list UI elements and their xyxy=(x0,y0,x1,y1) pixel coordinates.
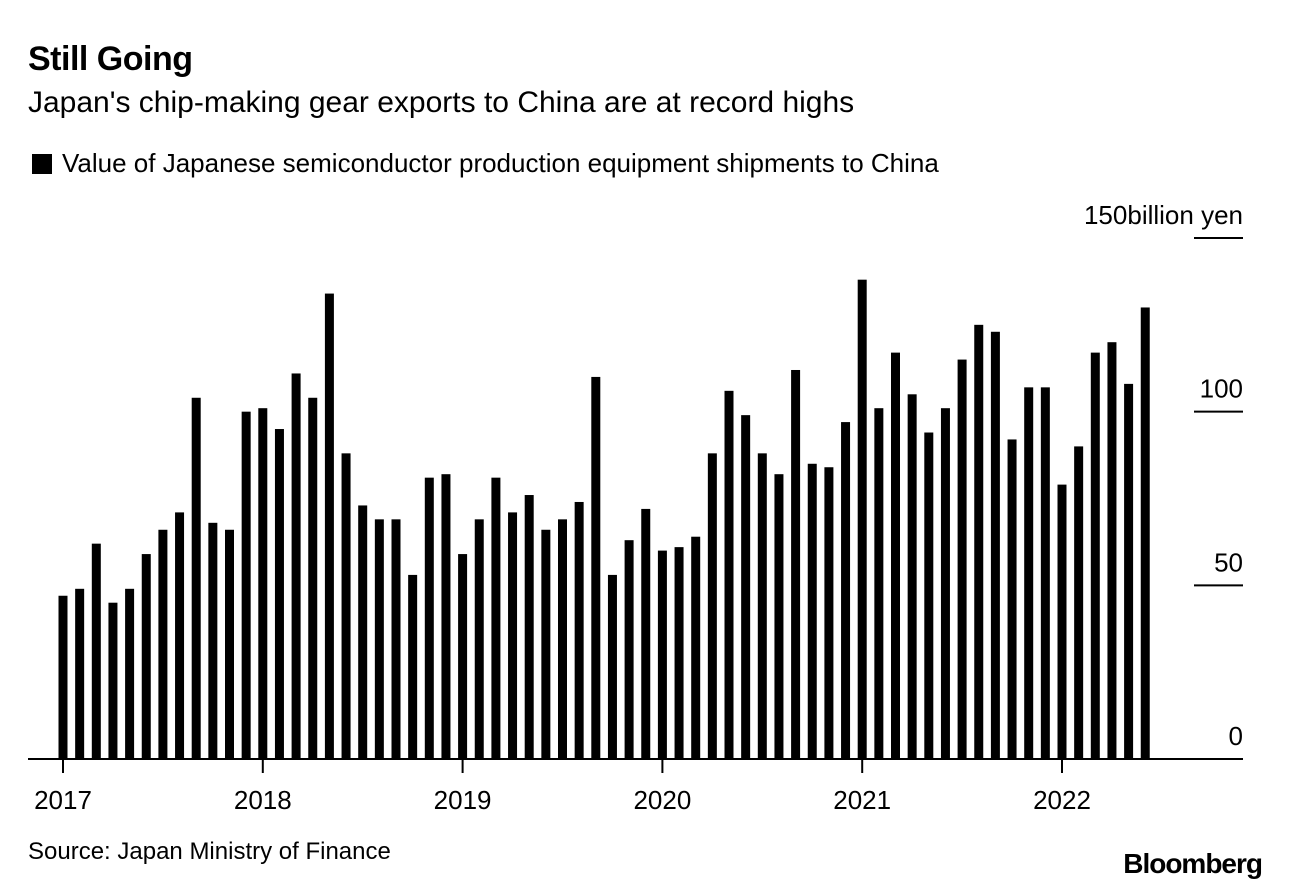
bar-51 xyxy=(907,394,917,759)
bar-59 xyxy=(1040,387,1050,759)
bar-2 xyxy=(91,543,101,759)
y-tick-value: 150 xyxy=(1084,200,1127,230)
bar-65 xyxy=(1140,307,1150,759)
source-note: Source: Japan Ministry of Finance xyxy=(28,838,391,865)
x-tick-label-2018: 2018 xyxy=(234,785,292,815)
bar-32 xyxy=(591,376,601,759)
bar-44 xyxy=(791,369,801,759)
bar-17 xyxy=(341,453,351,759)
y-unit-label: billion yen xyxy=(1127,200,1243,230)
legend: Value of Japanese semiconductor producti… xyxy=(32,148,939,179)
bar-61 xyxy=(1074,446,1084,759)
bar-19 xyxy=(374,519,384,759)
bar-64 xyxy=(1124,383,1134,759)
x-tick-label-2021: 2021 xyxy=(833,785,891,815)
bar-40 xyxy=(724,390,734,759)
x-tick-label-2020: 2020 xyxy=(633,785,691,815)
bar-25 xyxy=(474,519,484,759)
bar-38 xyxy=(691,536,701,759)
bar-6 xyxy=(158,529,168,759)
bar-29 xyxy=(541,529,551,759)
bar-47 xyxy=(841,422,851,759)
x-tick-label-2022: 2022 xyxy=(1033,785,1091,815)
bar-53 xyxy=(940,408,950,759)
bar-24 xyxy=(458,554,468,759)
bar-48 xyxy=(857,279,867,759)
legend-label: Value of Japanese semiconductor producti… xyxy=(62,148,939,178)
bar-56 xyxy=(990,331,1000,759)
bar-7 xyxy=(175,512,185,759)
y-axis: 0 50 100 150billion yen xyxy=(1084,200,1243,751)
bar-30 xyxy=(558,519,567,759)
bar-57 xyxy=(1007,439,1017,759)
bar-18 xyxy=(358,505,368,759)
bar-10 xyxy=(225,529,234,759)
bar-42 xyxy=(757,453,767,759)
bar-55 xyxy=(974,324,984,759)
y-tick-label-50: 50 xyxy=(1214,547,1243,577)
bar-50 xyxy=(891,352,900,759)
chart-title: Still Going xyxy=(28,40,193,78)
bar-62 xyxy=(1090,352,1100,759)
x-axis: 2017 2018 2019 2020 2021 2022 xyxy=(28,758,1243,815)
bars-group xyxy=(58,279,1150,759)
bar-37 xyxy=(674,547,684,759)
bar-9 xyxy=(208,522,218,759)
bar-49 xyxy=(874,408,884,759)
bar-4 xyxy=(125,588,135,759)
bar-45 xyxy=(807,463,817,759)
chart-subtitle: Japan's chip-making gear exports to Chin… xyxy=(28,86,855,119)
bar-35 xyxy=(641,508,651,759)
bar-20 xyxy=(391,519,401,759)
bar-15 xyxy=(308,397,318,759)
bar-33 xyxy=(607,574,617,759)
bloomberg-logo: Bloomberg xyxy=(1123,848,1263,879)
bar-27 xyxy=(508,512,518,759)
y-tick-label-0: 0 xyxy=(1229,721,1243,751)
bar-14 xyxy=(291,373,301,759)
bar-22 xyxy=(424,477,434,759)
bar-52 xyxy=(924,432,934,759)
bar-5 xyxy=(141,554,151,759)
bar-63 xyxy=(1107,342,1117,759)
bar-41 xyxy=(741,415,751,759)
bar-1 xyxy=(75,588,85,759)
bar-21 xyxy=(408,574,418,759)
bar-46 xyxy=(824,467,834,759)
bar-12 xyxy=(258,408,268,759)
bar-31 xyxy=(574,501,584,759)
bar-54 xyxy=(957,359,967,759)
bar-39 xyxy=(707,453,717,759)
bar-23 xyxy=(441,474,451,759)
bar-28 xyxy=(524,495,534,759)
bar-16 xyxy=(324,293,334,759)
bar-26 xyxy=(491,477,501,759)
y-tick-label-100: 100 xyxy=(1200,374,1243,404)
bar-60 xyxy=(1057,484,1067,759)
bar-36 xyxy=(657,550,667,759)
bar-58 xyxy=(1024,387,1034,759)
y-tick-label-150: 150billion yen xyxy=(1084,200,1243,230)
bar-34 xyxy=(624,540,634,759)
bar-13 xyxy=(274,429,284,759)
x-tick-label-2019: 2019 xyxy=(434,785,492,815)
x-tick-label-2017: 2017 xyxy=(34,785,92,815)
bar-43 xyxy=(774,474,784,759)
bar-0 xyxy=(58,595,68,759)
legend-swatch-icon xyxy=(32,153,52,174)
bar-3 xyxy=(108,602,118,759)
bar-8 xyxy=(191,397,201,759)
bar-11 xyxy=(241,411,251,759)
